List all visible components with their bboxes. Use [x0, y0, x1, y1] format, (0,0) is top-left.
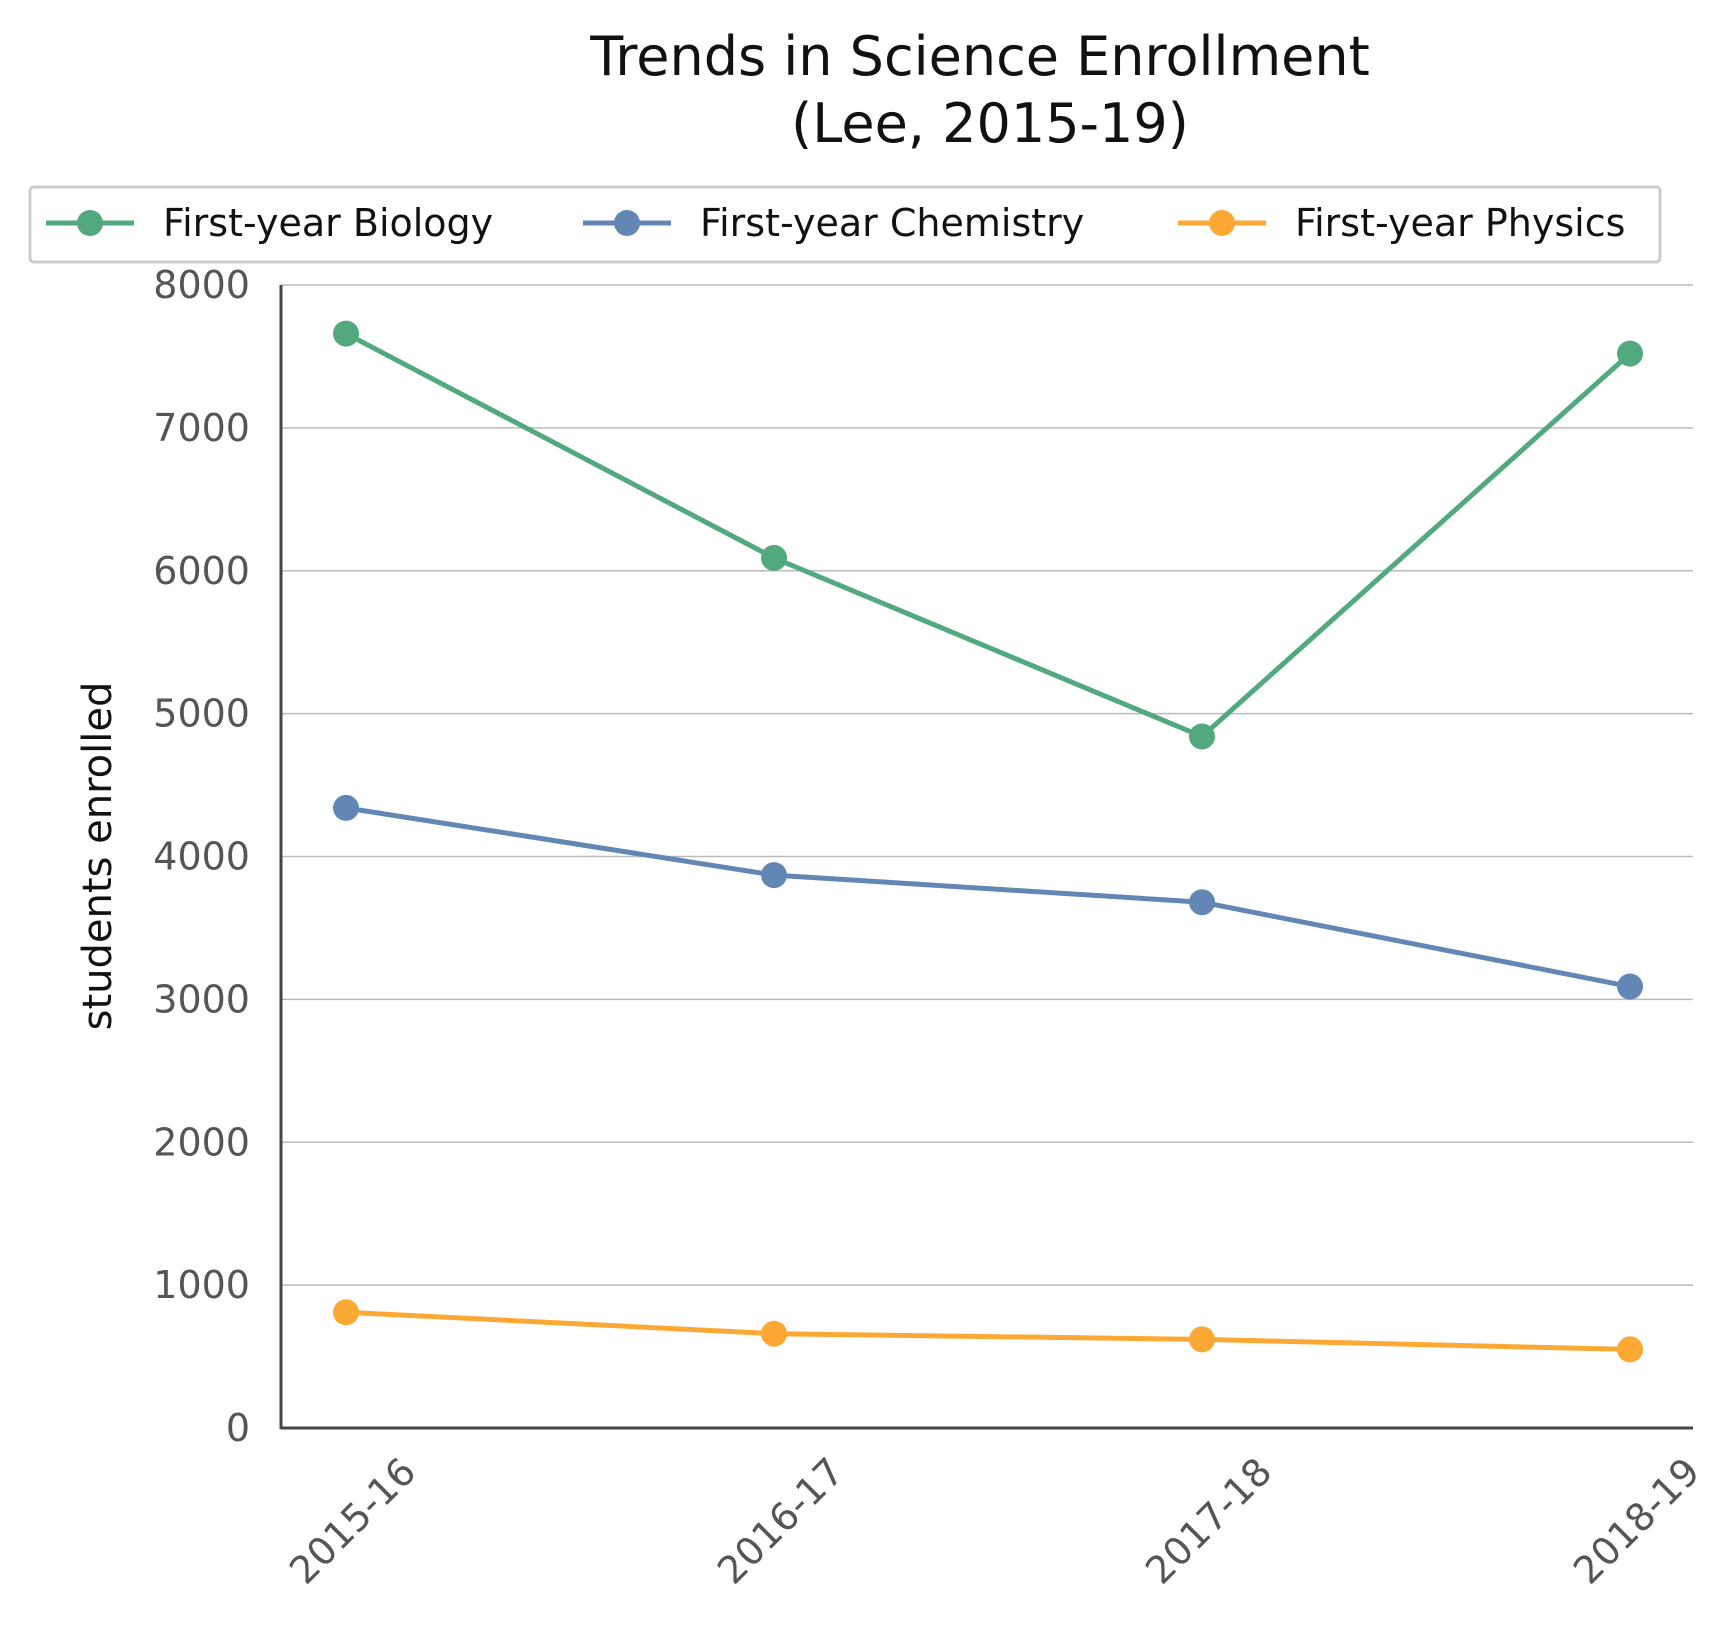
grid-lines: [281, 284, 1693, 1286]
y-tick-label: 6000: [153, 549, 250, 593]
data-point: [1617, 1336, 1643, 1363]
y-tick-label: 5000: [153, 692, 250, 736]
y-tick-label: 8000: [153, 263, 250, 307]
data-point: [1189, 723, 1215, 750]
data-point: [333, 1299, 359, 1326]
legend-box: [28, 185, 1662, 264]
y-tick-label: 7000: [153, 406, 250, 450]
data-point: [761, 1320, 787, 1347]
x-tick-label: 2017-18: [1137, 1449, 1280, 1592]
series-line: [344, 331, 1632, 739]
legend-label: First-year Physics: [1295, 201, 1625, 245]
tick-labels: 0 1000 2000 3000 4000 5000 6000 7000 8000 2015-16…: [153, 263, 1708, 1593]
data-point: [1617, 340, 1643, 367]
chart-subtitle: (Lee, 2015-19): [791, 92, 1189, 155]
series-line: [345, 805, 1631, 989]
legend-label: First-year Chemistry: [700, 201, 1084, 245]
data-point: [1189, 889, 1215, 916]
chart-title: Trends in Science Enrollment: [589, 25, 1370, 88]
y-tick-label: 1000: [153, 1263, 250, 1307]
series: [333, 320, 1643, 1363]
data-point: [1189, 1326, 1215, 1353]
series-group: [333, 1299, 1643, 1363]
legend-marker: [1209, 210, 1235, 236]
x-tick-label: 2015-16: [281, 1449, 424, 1592]
series-group: [333, 794, 1643, 1000]
y-tick-label: 4000: [153, 835, 250, 879]
x-tick-label: 2018-19: [1565, 1449, 1708, 1592]
data-point: [761, 862, 787, 889]
legend: First-year Biology First-year Chemistry Fi…: [46, 201, 1625, 245]
y-tick-label: 0: [226, 1406, 250, 1450]
data-point: [333, 320, 359, 347]
data-point: [1617, 973, 1643, 1000]
axes: [279, 285, 1693, 1430]
series-line: [345, 1309, 1631, 1352]
legend-item: First-year Physics: [1178, 201, 1625, 245]
x-tick-label: 2016-17: [709, 1449, 852, 1592]
y-tick-label: 2000: [153, 1120, 250, 1164]
y-tick-label: 3000: [153, 977, 250, 1021]
series-group: [333, 320, 1643, 750]
legend-item: First-year Chemistry: [583, 201, 1084, 245]
legend-item: First-year Biology: [46, 201, 493, 245]
y-axis-title: students enrolled: [75, 682, 121, 1031]
data-point: [761, 544, 787, 571]
legend-label: First-year Biology: [163, 201, 493, 245]
data-point: [333, 794, 359, 821]
legend-marker: [614, 210, 640, 236]
legend-marker: [77, 210, 103, 236]
